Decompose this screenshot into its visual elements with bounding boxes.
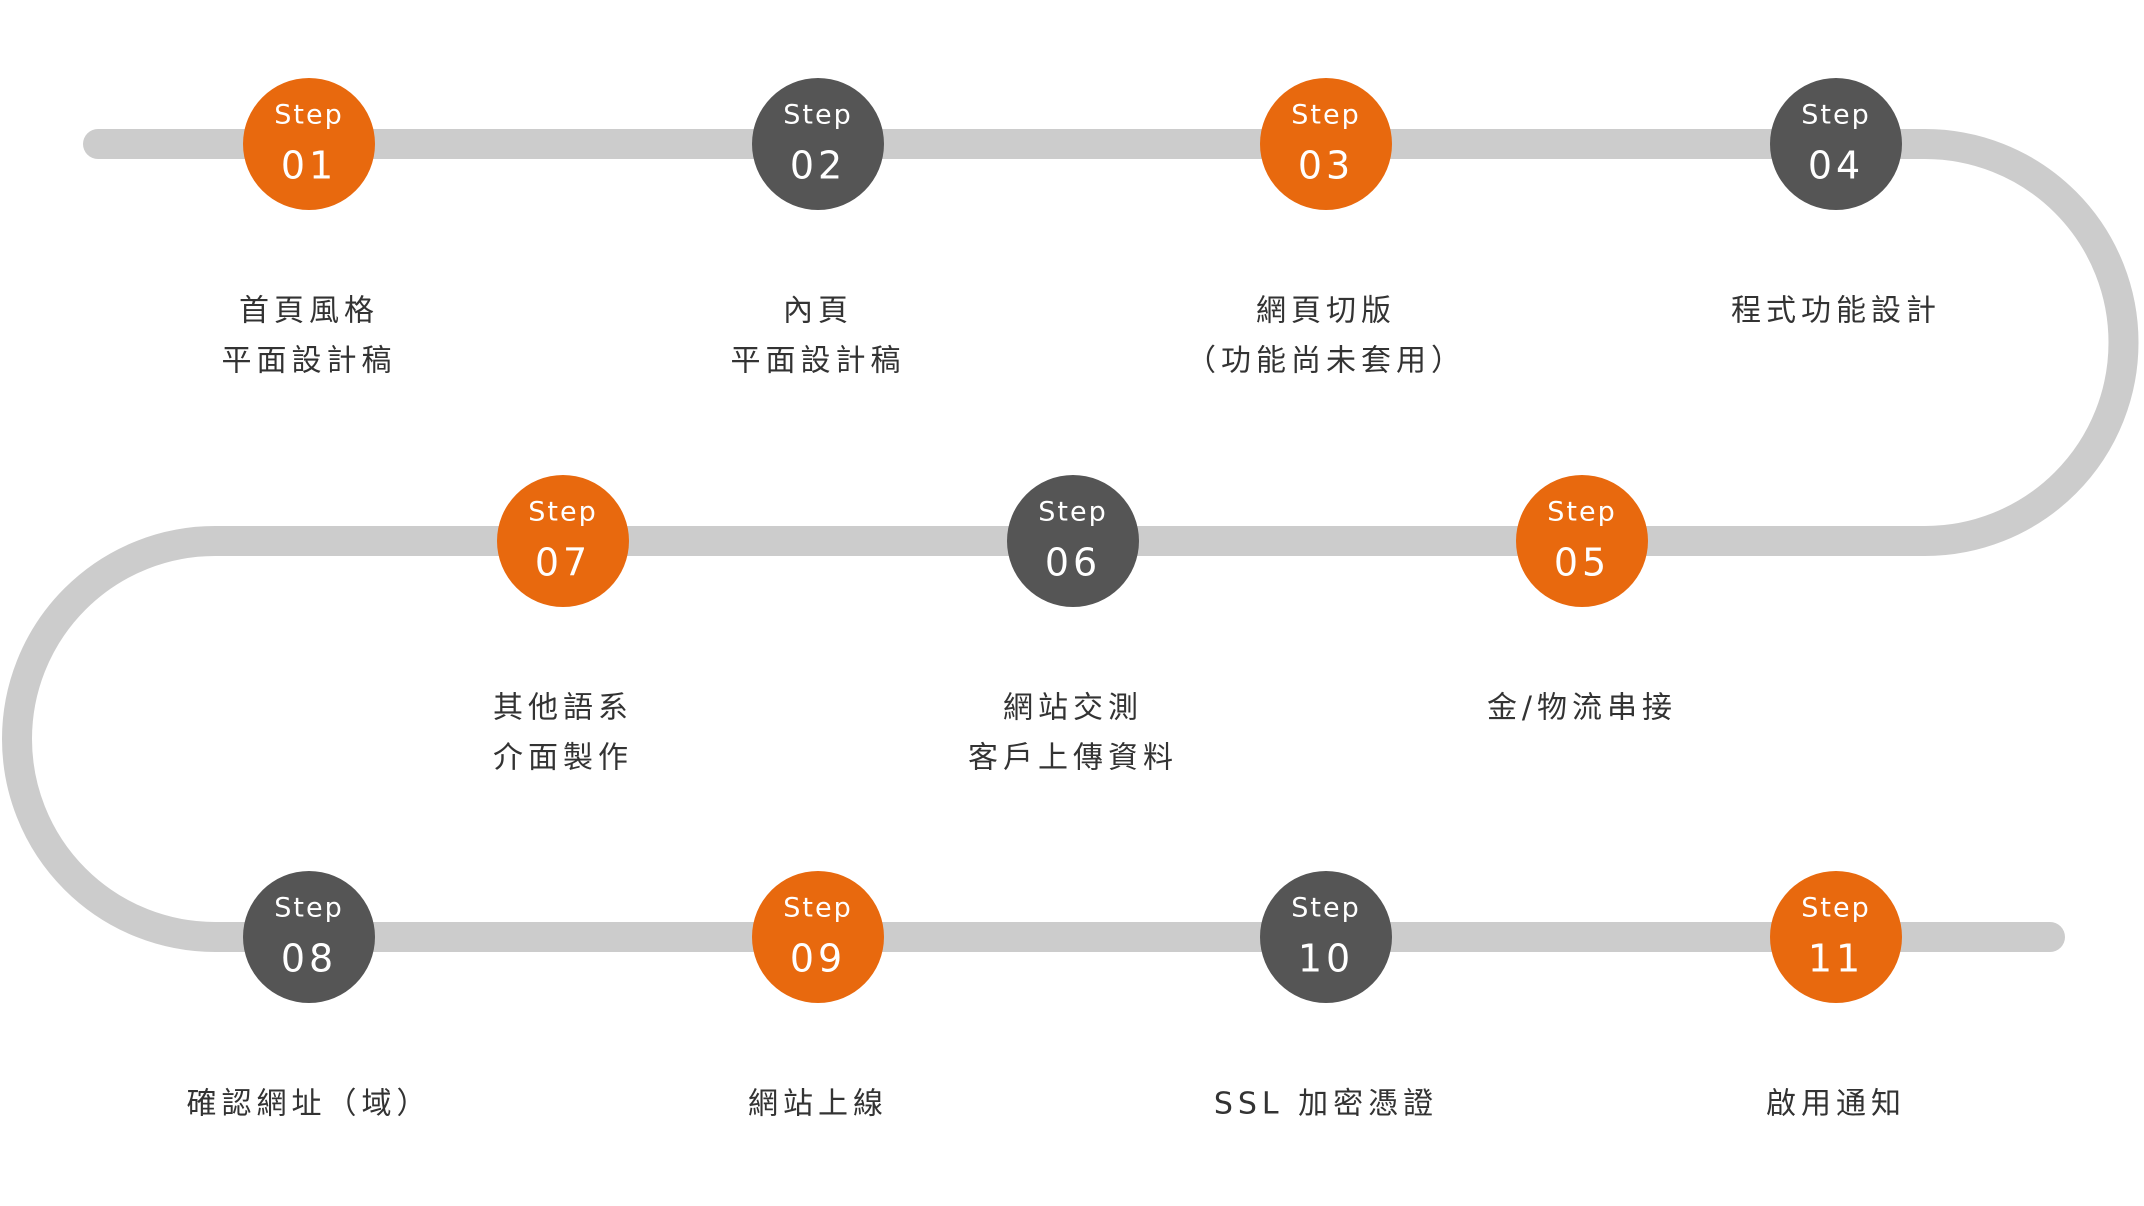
step-number: 09 [790,937,846,981]
step-description: 程式功能設計 [1731,294,1941,329]
step-label: Step [1801,100,1870,131]
step-number: 10 [1298,937,1354,981]
step-description: 介面製作 [493,741,633,776]
step-circle [752,871,884,1003]
step-number: 11 [1808,937,1864,981]
step-label: Step [783,893,852,924]
step-circle [497,475,629,607]
step-circle [1260,871,1392,1003]
step-number: 05 [1554,541,1610,585]
step-label: Step [1291,100,1360,131]
step-number: 03 [1298,144,1354,188]
step-circle [752,78,884,210]
step-number: 04 [1808,144,1864,188]
step-label: Step [1547,497,1616,528]
step-description: 金/物流串接 [1487,691,1677,726]
step-label: Step [1801,893,1870,924]
step-description: 內頁 [783,294,853,329]
step-number: 01 [281,144,337,188]
step-circle [1770,871,1902,1003]
step-description: 網頁切版 [1256,294,1396,329]
step-description: （功能尚未套用） [1186,344,1466,379]
step-number: 06 [1045,541,1101,585]
step-label: Step [1038,497,1107,528]
step-description: 平面設計稿 [222,344,397,379]
step-label: Step [528,497,597,528]
step-description: 其他語系 [493,691,633,726]
step-description: 確認網址（域） [187,1087,432,1122]
step-circle [243,78,375,210]
step-description: 客戶上傳資料 [968,741,1178,776]
step-number: 07 [535,541,591,585]
step-description: 啟用通知 [1766,1087,1906,1122]
step-description: 網站交測 [1003,691,1143,726]
step-description: 網站上線 [748,1087,888,1122]
step-number: 02 [790,144,846,188]
step-circle [1516,475,1648,607]
step-label: Step [274,893,343,924]
step-circle [1007,475,1139,607]
step-description: 平面設計稿 [731,344,906,379]
step-description: 首頁風格 [239,294,379,329]
step-label: Step [783,100,852,131]
step-label: Step [1291,893,1360,924]
step-circle [243,871,375,1003]
step-label: Step [274,100,343,131]
step-circle [1770,78,1902,210]
step-circle [1260,78,1392,210]
step-number: 08 [281,937,337,981]
step-description: SSL 加密憑證 [1214,1087,1438,1122]
